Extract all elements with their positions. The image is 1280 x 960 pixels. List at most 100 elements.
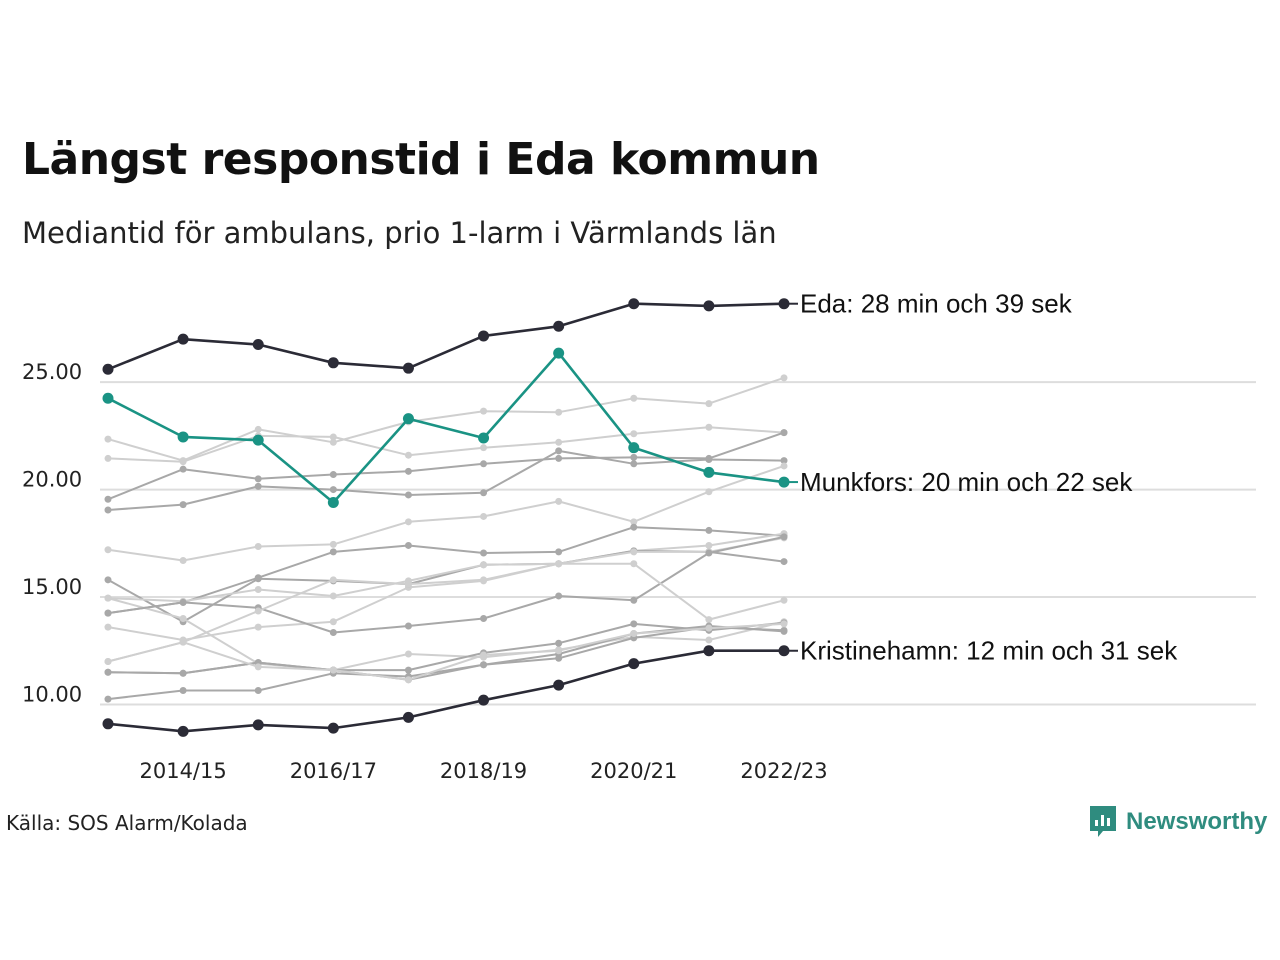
data-point bbox=[402, 413, 414, 425]
data-point bbox=[555, 647, 563, 655]
data-point bbox=[177, 725, 189, 737]
data-point bbox=[104, 546, 112, 554]
x-tick-label: 2020/21 bbox=[590, 759, 677, 783]
y-tick-label: 15.00 bbox=[22, 575, 82, 599]
series-background bbox=[104, 547, 788, 626]
data-point bbox=[252, 719, 264, 731]
data-point bbox=[630, 596, 638, 604]
brand-logo: Newsworthy bbox=[1088, 804, 1267, 840]
data-point bbox=[179, 501, 187, 509]
x-tick-label: 2022/23 bbox=[740, 759, 827, 783]
data-point bbox=[553, 679, 565, 691]
data-point bbox=[179, 615, 187, 623]
data-point bbox=[329, 540, 337, 548]
data-point bbox=[329, 618, 337, 626]
data-point bbox=[329, 471, 337, 479]
data-point bbox=[404, 650, 412, 658]
data-point bbox=[254, 663, 262, 671]
data-point bbox=[555, 560, 563, 568]
data-point bbox=[329, 628, 337, 636]
data-point bbox=[480, 460, 488, 468]
series-background bbox=[104, 462, 788, 564]
data-point bbox=[705, 488, 713, 496]
data-point bbox=[329, 548, 337, 556]
data-point bbox=[630, 620, 638, 628]
data-point bbox=[628, 658, 640, 670]
data-point bbox=[555, 408, 563, 416]
data-point bbox=[630, 394, 638, 402]
data-point bbox=[705, 624, 713, 632]
data-point bbox=[179, 598, 187, 606]
data-point bbox=[478, 694, 490, 706]
data-point bbox=[628, 442, 640, 454]
data-point bbox=[329, 576, 337, 584]
series-line bbox=[107, 535, 785, 634]
x-tick-label: 2016/17 bbox=[290, 759, 377, 783]
newsworthy-logo-icon bbox=[1090, 806, 1116, 837]
x-tick-label: 2014/15 bbox=[139, 759, 226, 783]
data-point bbox=[329, 438, 337, 446]
data-point bbox=[553, 320, 565, 332]
data-point bbox=[404, 580, 412, 588]
data-point bbox=[252, 339, 264, 351]
data-point bbox=[404, 491, 412, 499]
x-tick-label: 2018/19 bbox=[440, 759, 527, 783]
series-line bbox=[107, 562, 785, 663]
data-point bbox=[179, 458, 187, 466]
series-eda bbox=[102, 298, 790, 375]
series-line bbox=[107, 626, 785, 681]
data-point bbox=[480, 576, 488, 584]
data-point bbox=[630, 430, 638, 438]
data-point bbox=[705, 400, 713, 408]
data-point bbox=[404, 666, 412, 674]
data-point bbox=[329, 592, 337, 600]
series-label-eda: Eda: 28 min och 39 sek bbox=[800, 289, 1073, 319]
series-background bbox=[104, 620, 788, 684]
series-background bbox=[104, 533, 788, 636]
data-point bbox=[104, 668, 112, 676]
series-line bbox=[107, 376, 785, 462]
y-tick-label: 10.00 bbox=[22, 682, 82, 706]
data-point bbox=[780, 462, 788, 470]
data-point bbox=[780, 596, 788, 604]
data-point bbox=[327, 496, 339, 508]
series-line bbox=[107, 597, 785, 672]
data-point bbox=[705, 616, 713, 624]
data-point bbox=[254, 543, 262, 551]
data-point bbox=[778, 298, 790, 310]
data-point bbox=[705, 549, 713, 557]
data-point bbox=[104, 454, 112, 462]
data-point bbox=[179, 556, 187, 564]
data-point bbox=[179, 669, 187, 677]
data-point bbox=[630, 453, 638, 461]
page-title: Längst responstid i Eda kommun bbox=[22, 134, 820, 185]
background-series bbox=[104, 374, 788, 703]
data-point bbox=[254, 425, 262, 433]
series-background bbox=[104, 429, 788, 503]
data-point bbox=[630, 523, 638, 531]
data-point bbox=[252, 434, 264, 446]
series-background bbox=[104, 622, 788, 703]
data-point bbox=[480, 407, 488, 415]
y-axis-ticks: 10.00 15.00 20.00 25.00 bbox=[22, 360, 82, 706]
data-point bbox=[177, 333, 189, 345]
data-point bbox=[179, 465, 187, 473]
data-point bbox=[555, 454, 563, 462]
data-point bbox=[254, 687, 262, 695]
data-point bbox=[780, 533, 788, 541]
series-line bbox=[107, 622, 785, 681]
data-point bbox=[404, 518, 412, 526]
data-point bbox=[555, 497, 563, 505]
data-point bbox=[780, 558, 788, 566]
data-point bbox=[179, 638, 187, 646]
data-point bbox=[480, 489, 488, 497]
data-point bbox=[555, 447, 563, 455]
data-point bbox=[254, 623, 262, 631]
series-label-kristinehamn: Kristinehamn: 12 min och 31 sek bbox=[800, 636, 1178, 666]
series-line bbox=[107, 449, 785, 511]
data-point bbox=[628, 298, 640, 310]
series-label-munkfors: Munkfors: 20 min och 22 sek bbox=[800, 467, 1133, 497]
series-line bbox=[107, 526, 785, 615]
data-point bbox=[778, 645, 790, 657]
data-point bbox=[329, 666, 337, 674]
